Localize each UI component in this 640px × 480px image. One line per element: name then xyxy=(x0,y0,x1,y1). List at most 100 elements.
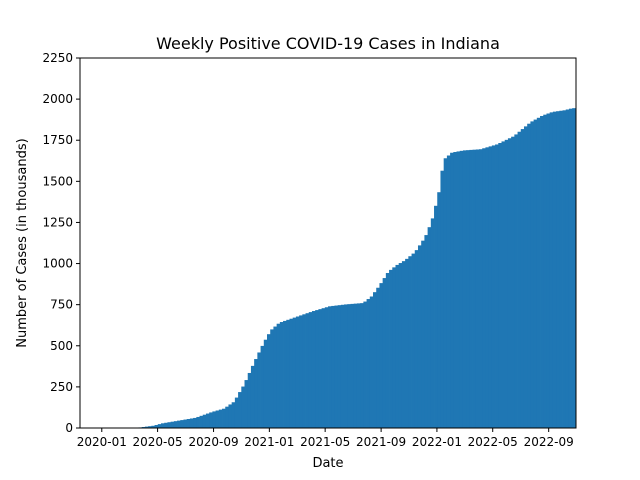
bar xyxy=(366,299,371,428)
bar xyxy=(559,110,563,428)
bar xyxy=(273,326,278,428)
bar xyxy=(228,404,233,428)
bar xyxy=(196,416,200,428)
bar xyxy=(385,273,390,428)
bar xyxy=(167,422,172,428)
y-axis-label: Number of Cases (in thousands) xyxy=(15,138,30,347)
bar xyxy=(350,303,355,428)
bar xyxy=(414,250,419,428)
y-tick-label: 0 xyxy=(65,421,73,435)
bar xyxy=(491,145,496,428)
bar xyxy=(456,151,461,428)
y-tick-label: 750 xyxy=(50,298,73,312)
bar xyxy=(424,235,429,428)
bar xyxy=(533,119,538,428)
x-tick-label: 2020-05 xyxy=(133,435,183,449)
bar xyxy=(501,141,506,429)
bar xyxy=(311,311,316,428)
bar xyxy=(434,205,438,428)
bar xyxy=(340,304,345,428)
bar xyxy=(446,155,451,428)
bar xyxy=(276,323,281,428)
bar xyxy=(514,134,518,428)
bar xyxy=(283,320,287,428)
y-tick-label: 1500 xyxy=(42,174,73,188)
bar xyxy=(382,278,387,428)
y-tick-label: 500 xyxy=(50,339,73,353)
bars-group xyxy=(135,108,576,429)
bar xyxy=(565,109,570,429)
bar xyxy=(427,227,432,428)
bar xyxy=(568,108,573,429)
bar xyxy=(498,143,502,428)
bar xyxy=(376,287,380,428)
bar xyxy=(305,313,310,428)
bar xyxy=(530,121,535,428)
bar xyxy=(247,372,252,428)
bar xyxy=(328,306,332,428)
bar xyxy=(562,110,567,429)
bar xyxy=(173,421,178,428)
x-tick-label: 2021-09 xyxy=(356,435,406,449)
bar xyxy=(218,409,223,428)
x-tick-label: 2022-05 xyxy=(468,435,518,449)
bar xyxy=(257,352,261,428)
x-axis-label: Date xyxy=(312,456,343,471)
bar xyxy=(267,334,271,428)
bar xyxy=(212,411,216,428)
bar xyxy=(504,139,509,428)
bar xyxy=(356,303,361,428)
bar xyxy=(443,158,448,428)
bar xyxy=(209,412,213,428)
bar xyxy=(572,108,576,428)
bar xyxy=(417,245,422,428)
bar xyxy=(552,111,557,429)
bar xyxy=(170,421,175,428)
bar xyxy=(479,149,483,428)
bar xyxy=(495,144,499,429)
x-tick-label: 2020-09 xyxy=(188,435,238,449)
bar xyxy=(241,386,245,428)
bar xyxy=(186,419,191,428)
bar xyxy=(183,419,188,428)
bar xyxy=(450,152,454,428)
bar xyxy=(472,149,477,428)
bar xyxy=(488,146,493,428)
bar xyxy=(263,339,268,428)
y-tick-label: 1250 xyxy=(42,215,73,229)
x-tick-label: 2020-01 xyxy=(77,435,127,449)
bar xyxy=(389,269,393,428)
bar xyxy=(193,417,197,428)
y-tick-label: 1750 xyxy=(42,133,73,147)
bar xyxy=(353,303,358,428)
bar xyxy=(279,322,284,428)
bar xyxy=(363,301,367,428)
bar xyxy=(180,420,184,428)
bar xyxy=(331,305,335,428)
plot-frame xyxy=(79,57,577,429)
bar xyxy=(254,359,258,428)
bar xyxy=(318,309,323,428)
bar xyxy=(405,258,409,428)
x-tick-label: 2021-05 xyxy=(300,435,350,449)
bar xyxy=(475,149,480,428)
bar xyxy=(308,312,313,428)
bar xyxy=(222,408,226,428)
bar xyxy=(161,423,165,428)
bar xyxy=(430,218,435,428)
bar xyxy=(540,115,544,429)
bar xyxy=(299,315,303,428)
bar xyxy=(199,415,204,428)
bar xyxy=(289,318,294,428)
bar xyxy=(373,292,377,428)
bar xyxy=(151,425,155,428)
bar xyxy=(337,305,342,428)
bar xyxy=(392,267,396,428)
bar xyxy=(205,413,210,428)
y-tick-label: 250 xyxy=(50,380,73,394)
bar xyxy=(177,420,181,428)
bar xyxy=(421,240,425,428)
bar xyxy=(202,414,207,428)
bar xyxy=(543,114,547,429)
bar xyxy=(292,317,297,428)
